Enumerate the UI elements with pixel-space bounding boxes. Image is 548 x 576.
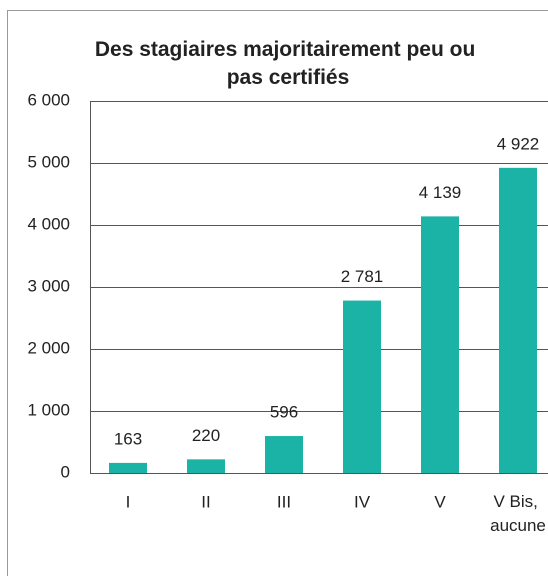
x-tick-label: V Bis, aucune <box>490 492 546 535</box>
y-tick-label: 4 000 <box>27 214 70 233</box>
value-label: 2 781 <box>341 267 384 286</box>
y-tick-label: 6 000 <box>27 90 70 109</box>
x-tick-label: III <box>277 492 291 511</box>
y-tick-label: 3 000 <box>27 276 70 295</box>
value-label: 220 <box>192 426 220 445</box>
bar <box>421 216 459 473</box>
x-tick-label: IV <box>354 492 371 511</box>
y-tick-label: 2 000 <box>27 338 70 357</box>
bar <box>109 462 147 473</box>
y-tick-label: 5 000 <box>27 152 70 171</box>
y-tick-label: 1 000 <box>27 400 70 419</box>
chart-title: Des stagiaires majoritairement peu ou pa… <box>95 38 481 89</box>
bar <box>187 459 225 473</box>
bar <box>499 167 537 473</box>
x-tick-label: I <box>126 492 131 511</box>
bar <box>343 300 381 473</box>
value-label: 596 <box>270 403 298 422</box>
bar <box>265 436 303 473</box>
value-label: 4 139 <box>419 183 462 202</box>
value-label: 163 <box>114 429 142 448</box>
x-tick-label: V <box>434 492 446 511</box>
x-tick-label: II <box>201 492 210 511</box>
value-label: 4 922 <box>497 134 540 153</box>
y-tick-label: 0 <box>61 462 70 481</box>
frame <box>7 10 548 576</box>
